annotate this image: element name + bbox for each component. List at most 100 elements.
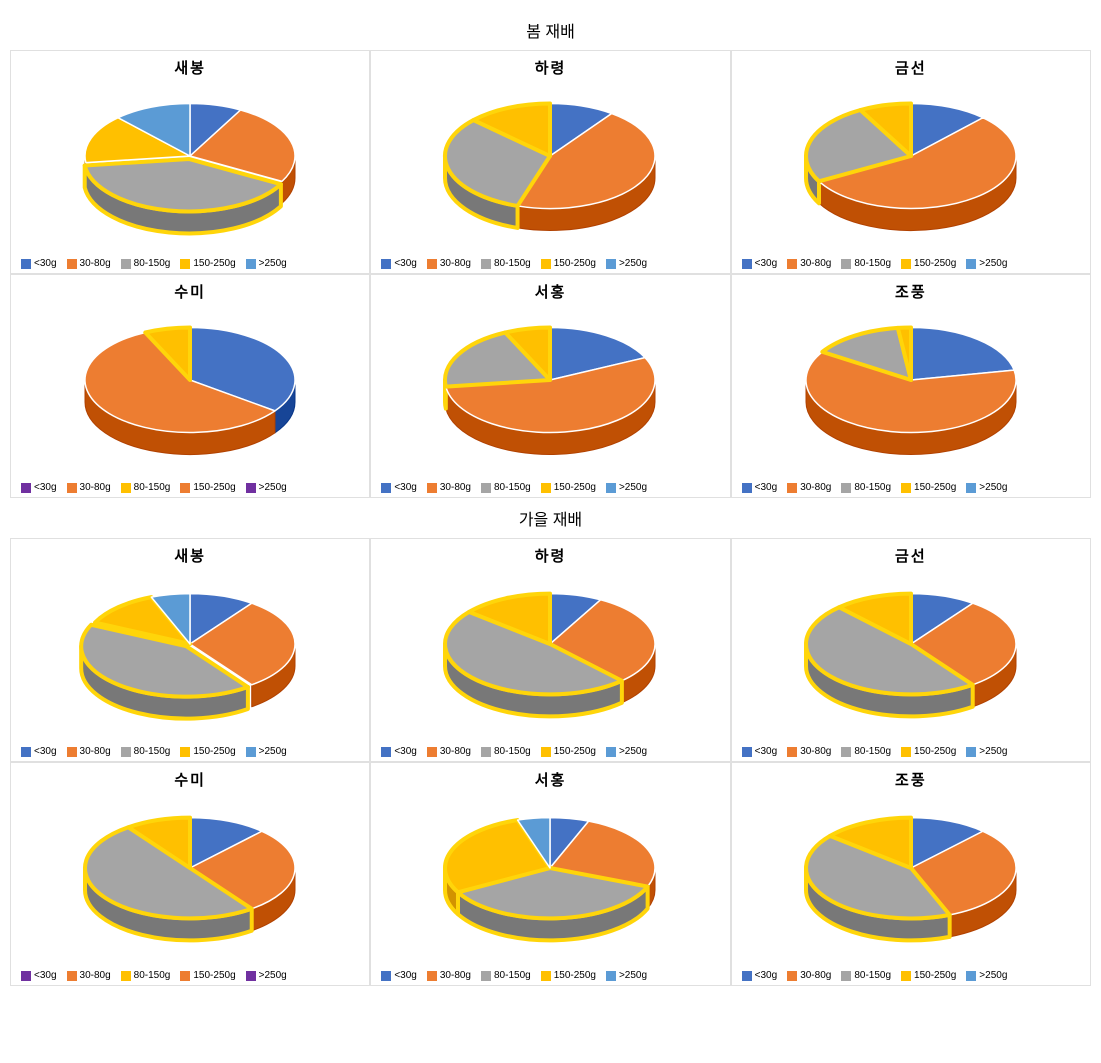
chart-cell: 조풍<30g30-80g80-150g150-250g>250g: [731, 274, 1091, 498]
legend-label: 30-80g: [800, 970, 831, 981]
chart-cell: 금선<30g30-80g80-150g150-250g>250g: [731, 538, 1091, 762]
legend-label: 80-150g: [494, 482, 531, 493]
legend-label: 30-80g: [80, 258, 111, 269]
legend-label: 30-80g: [440, 746, 471, 757]
section-title: 봄 재배: [10, 18, 1091, 42]
legend-label: <30g: [394, 258, 417, 269]
legend-swatch: [381, 971, 391, 981]
pie-chart: [751, 306, 1071, 476]
chart-title: 수미: [174, 281, 206, 302]
legend-swatch: [541, 971, 551, 981]
legend-item: 80-150g: [481, 746, 531, 757]
legend-swatch: [901, 259, 911, 269]
legend-label: <30g: [755, 258, 778, 269]
pie-chart: [390, 82, 710, 252]
legend-swatch: [901, 483, 911, 493]
legend-label: 30-80g: [800, 482, 831, 493]
legend-item: 30-80g: [787, 970, 831, 981]
chart-cell: 수미<30g30-80g80-150g150-250g>250g: [10, 274, 370, 498]
legend-label: 30-80g: [800, 746, 831, 757]
legend-item: 150-250g: [180, 258, 235, 269]
legend: <30g30-80g80-150g150-250g>250g: [736, 482, 1086, 493]
section-title: 가을 재배: [10, 506, 1091, 530]
legend-swatch: [787, 971, 797, 981]
legend-item: 30-80g: [787, 258, 831, 269]
legend-swatch: [180, 259, 190, 269]
legend-label: 150-250g: [193, 482, 235, 493]
legend-label: 150-250g: [193, 258, 235, 269]
legend-item: >250g: [606, 258, 647, 269]
legend-item: 30-80g: [787, 482, 831, 493]
legend: <30g30-80g80-150g150-250g>250g: [15, 258, 365, 269]
legend-label: <30g: [34, 746, 57, 757]
chart-cell: 새봉<30g30-80g80-150g150-250g>250g: [10, 538, 370, 762]
legend-swatch: [541, 747, 551, 757]
pie-wrap: [375, 570, 725, 740]
legend-item: 150-250g: [901, 746, 956, 757]
chart-cell: 하령<30g30-80g80-150g150-250g>250g: [370, 538, 730, 762]
legend-item: 150-250g: [901, 258, 956, 269]
legend-swatch: [606, 971, 616, 981]
legend-swatch: [966, 483, 976, 493]
pie-chart: [751, 82, 1071, 252]
legend-swatch: [180, 483, 190, 493]
legend-swatch: [246, 747, 256, 757]
legend-item: 30-80g: [427, 746, 471, 757]
legend-item: <30g: [742, 746, 778, 757]
legend-label: 80-150g: [494, 258, 531, 269]
legend-item: >250g: [966, 258, 1007, 269]
chart-title: 수미: [174, 769, 206, 790]
legend-label: <30g: [394, 970, 417, 981]
pie-chart: [390, 794, 710, 964]
legend-swatch: [246, 971, 256, 981]
legend-swatch: [787, 259, 797, 269]
legend-item: 150-250g: [541, 482, 596, 493]
legend-item: 30-80g: [67, 970, 111, 981]
legend-swatch: [742, 971, 752, 981]
chart-title: 새봉: [174, 545, 206, 566]
legend-swatch: [541, 259, 551, 269]
pie-wrap: [736, 82, 1086, 252]
legend-label: 150-250g: [193, 746, 235, 757]
legend-swatch: [841, 483, 851, 493]
pie-wrap: [15, 794, 365, 964]
legend-item: 30-80g: [427, 970, 471, 981]
chart-title: 금선: [895, 545, 927, 566]
legend-item: 30-80g: [67, 482, 111, 493]
legend-label: 80-150g: [854, 482, 891, 493]
legend-label: <30g: [755, 970, 778, 981]
legend-item: <30g: [742, 970, 778, 981]
legend-item: <30g: [21, 746, 57, 757]
legend-swatch: [606, 483, 616, 493]
legend-swatch: [841, 259, 851, 269]
legend-label: >250g: [979, 482, 1007, 493]
legend-swatch: [901, 971, 911, 981]
legend-swatch: [901, 747, 911, 757]
legend-swatch: [121, 747, 131, 757]
pie-chart: [30, 82, 350, 252]
legend-label: 30-80g: [80, 746, 111, 757]
legend-swatch: [381, 483, 391, 493]
chart-title: 조풍: [895, 281, 927, 302]
legend-label: 80-150g: [134, 482, 171, 493]
chart-title: 하령: [535, 57, 567, 78]
legend-label: 80-150g: [134, 258, 171, 269]
chart-cell: 수미<30g30-80g80-150g150-250g>250g: [10, 762, 370, 986]
pie-wrap: [375, 82, 725, 252]
pie-wrap: [15, 82, 365, 252]
pie-wrap: [15, 306, 365, 476]
legend-label: 80-150g: [134, 970, 171, 981]
legend-swatch: [67, 483, 77, 493]
legend-swatch: [246, 483, 256, 493]
legend-label: <30g: [755, 746, 778, 757]
legend: <30g30-80g80-150g150-250g>250g: [15, 970, 365, 981]
chart-title: 금선: [895, 57, 927, 78]
legend-item: 80-150g: [481, 482, 531, 493]
chart-cell: 조풍<30g30-80g80-150g150-250g>250g: [731, 762, 1091, 986]
legend-swatch: [427, 747, 437, 757]
legend-item: >250g: [606, 746, 647, 757]
legend-item: 150-250g: [541, 746, 596, 757]
legend-item: <30g: [21, 258, 57, 269]
chart-grid: 새봉<30g30-80g80-150g150-250g>250g하령<30g30…: [10, 538, 1091, 986]
legend-swatch: [67, 971, 77, 981]
